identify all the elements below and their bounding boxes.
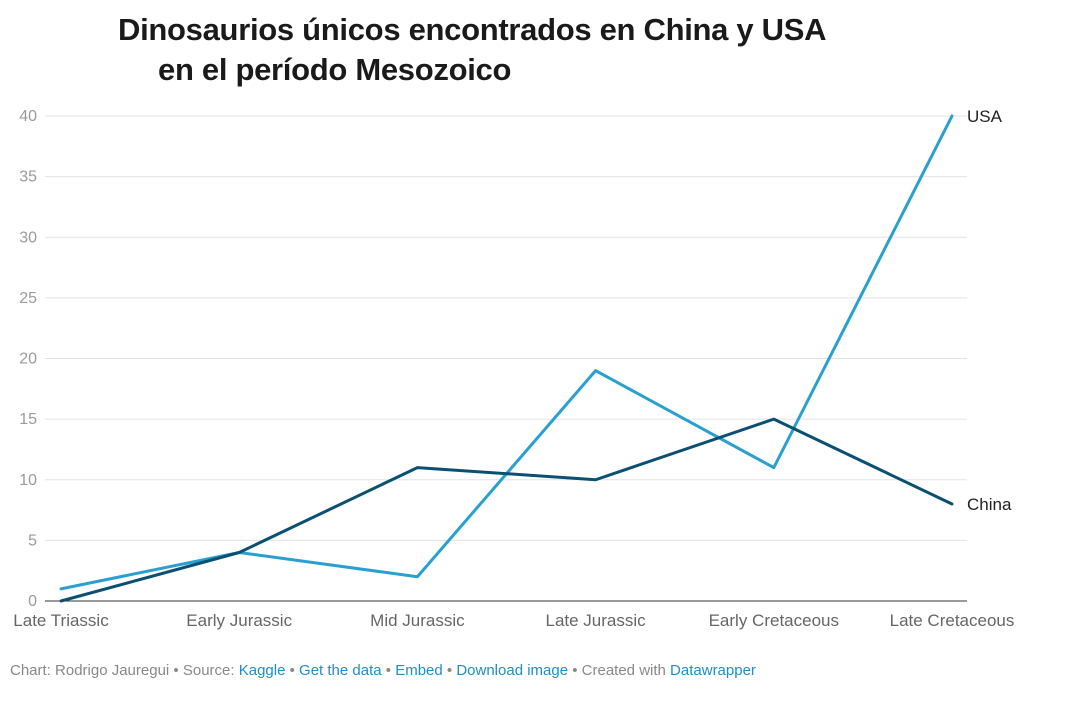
y-tick-label: 0	[28, 593, 37, 610]
gridlines	[45, 115, 967, 602]
datawrapper-link[interactable]: Datawrapper	[670, 662, 756, 679]
x-tick-label: Late Cretaceous	[890, 611, 1015, 630]
embed-link[interactable]: Embed	[395, 662, 443, 679]
series-label-usa: USA	[967, 107, 1003, 126]
y-tick-label: 5	[28, 532, 37, 549]
get-the-data-link[interactable]: Get the data	[299, 662, 382, 679]
series-line-usa	[59, 114, 954, 591]
chart-title-line-2: en el período Mesozoico	[158, 52, 512, 87]
x-tick-label: Late Triassic	[13, 611, 109, 630]
x-tick-label: Early Cretaceous	[709, 611, 839, 630]
footer-author: Chart: Rodrigo Jauregui	[10, 662, 170, 679]
series-lines	[59, 114, 954, 603]
y-tick-label: 10	[19, 472, 37, 489]
y-axis-ticks: 0 5 10 15 20 25 30 35 40	[19, 108, 37, 610]
x-tick-label: Mid Jurassic	[370, 611, 465, 630]
series-line-china	[59, 417, 954, 603]
y-tick-label: 35	[19, 169, 37, 186]
chart-footer: Chart: Rodrigo Jauregui • Source: Kaggle…	[10, 662, 756, 679]
x-tick-label: Early Jurassic	[186, 611, 292, 630]
footer-created-with: Created with	[581, 662, 666, 679]
x-axis-ticks: Late Triassic Early Jurassic Mid Jurassic L…	[13, 611, 1014, 630]
series-label-china: China	[967, 495, 1012, 514]
chart-title-line-1: Dinosaurios únicos encontrados en China …	[118, 12, 827, 47]
y-tick-label: 40	[19, 108, 37, 125]
series-labels: USA China	[967, 107, 1012, 514]
line-chart: 0 5 10 15 20 25 30 35 40 Late Triassic Early Jura…	[13, 107, 1014, 630]
y-tick-label: 25	[19, 290, 37, 307]
x-tick-label: Late Jurassic	[546, 611, 647, 630]
y-tick-label: 15	[19, 411, 37, 428]
y-tick-label: 30	[19, 229, 37, 246]
footer-source-label: Source:	[182, 662, 235, 679]
download-image-link[interactable]: Download image	[456, 662, 569, 679]
y-tick-label: 20	[19, 351, 37, 368]
footer-source-link[interactable]: Kaggle	[238, 662, 286, 679]
